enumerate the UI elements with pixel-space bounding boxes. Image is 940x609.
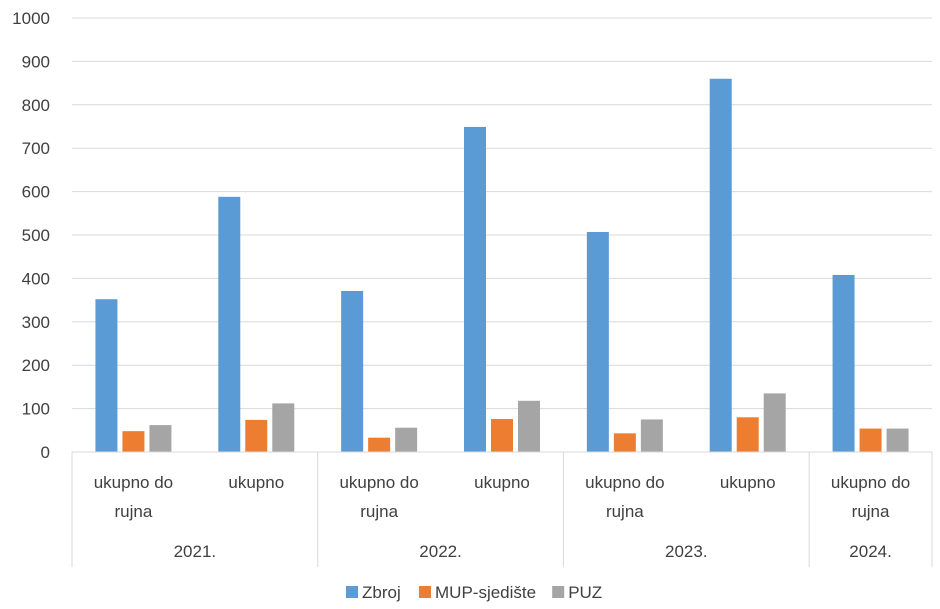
bar [245, 419, 268, 452]
legend: Zbroj MUP-sjedište PUZ [346, 583, 602, 602]
y-tick-label: 100 [22, 400, 50, 419]
bar [832, 274, 855, 452]
x-group-label: 2021. [174, 542, 217, 561]
legend-label: MUP-sjedište [435, 583, 536, 602]
bar [518, 400, 540, 452]
x-category-label: rujna [115, 502, 153, 521]
y-tick-label: 600 [22, 183, 50, 202]
y-tick-label: 300 [22, 313, 50, 332]
x-group-label: 2022. [419, 542, 462, 561]
bar [95, 299, 118, 452]
bar [763, 393, 786, 452]
bar [368, 437, 391, 452]
bars [95, 78, 909, 453]
y-tick-label: 700 [22, 139, 50, 158]
legend-label: Zbroj [362, 583, 401, 602]
x-category-label: ukupno [474, 473, 530, 492]
y-tick-label: 200 [22, 356, 50, 375]
x-category-label: ukupno do [585, 473, 664, 492]
bar [491, 419, 513, 452]
legend-swatch [552, 586, 565, 598]
x-category-label: ukupno do [339, 473, 418, 492]
bar [218, 196, 241, 452]
x-category-label: ukupno do [831, 473, 910, 492]
legend-label: PUZ [568, 583, 602, 602]
axes [71, 451, 933, 567]
y-tick-label: 900 [22, 52, 50, 71]
bar [886, 428, 909, 452]
x-group-label: 2023. [665, 542, 708, 561]
bar [122, 431, 145, 452]
bar [464, 126, 486, 453]
legend-swatch [346, 586, 358, 598]
bar [613, 433, 636, 452]
x-group-label: 2024. [849, 542, 892, 561]
bar [149, 425, 172, 452]
y-tick-label: 0 [41, 443, 50, 462]
bar [859, 428, 882, 452]
gridlines [72, 17, 932, 410]
x-category-label: rujna [606, 502, 644, 521]
bar [586, 231, 609, 452]
x-category-label: rujna [360, 502, 398, 521]
y-tick-label: 500 [22, 226, 50, 245]
bar [709, 78, 732, 452]
y-tick-label: 800 [22, 96, 50, 115]
x-axis-labels: ukupno do rujna ukupno ukupno do rujna ukupno… [94, 473, 911, 561]
legend-swatch [419, 586, 431, 598]
x-category-label: ukupno do [94, 473, 173, 492]
bar [341, 290, 364, 452]
bar [395, 427, 418, 452]
y-axis-ticks: 0 100 200 300 400 500 600 700 800 900 1000 [12, 9, 50, 462]
x-category-label: ukupno [720, 473, 776, 492]
x-category-label: ukupno [228, 473, 284, 492]
bar [272, 403, 295, 452]
bar [640, 419, 663, 452]
x-category-label: rujna [852, 502, 890, 521]
y-tick-label: 1000 [12, 9, 50, 28]
bar [736, 417, 759, 452]
y-tick-label: 400 [22, 269, 50, 288]
